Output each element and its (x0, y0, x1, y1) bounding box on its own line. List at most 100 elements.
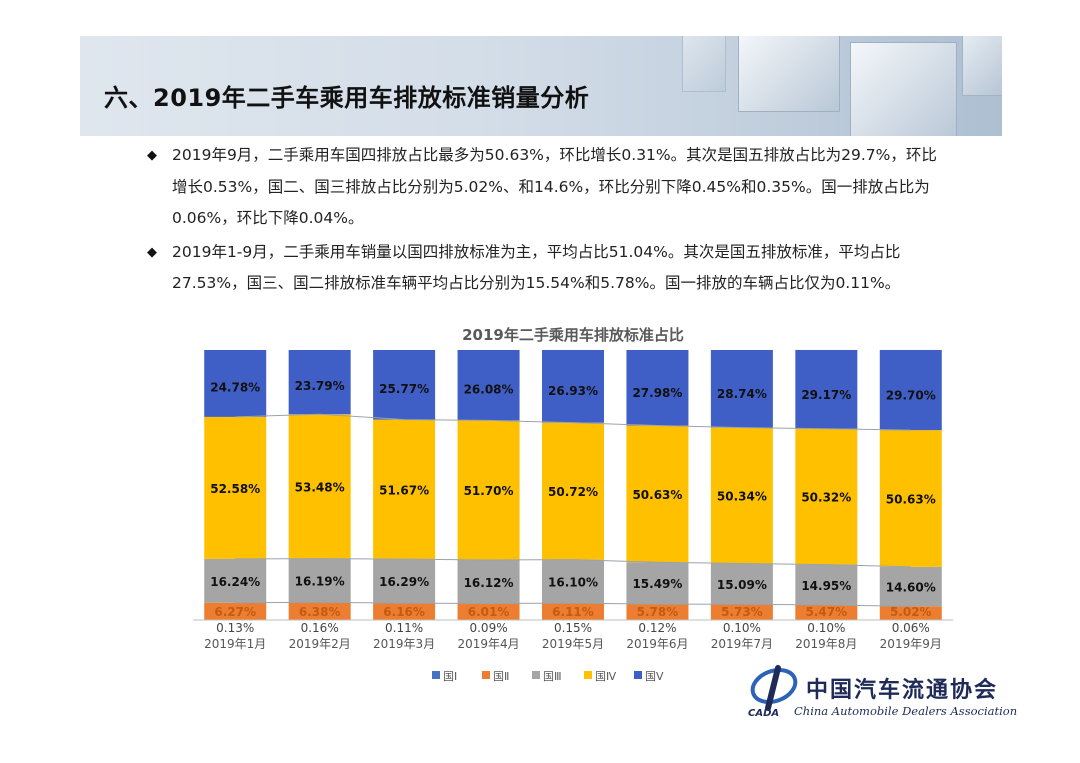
data-label-2-3: 16.12% (464, 576, 514, 590)
data-label-0-5: 0.12% (638, 621, 676, 635)
decor-cube-1 (682, 36, 726, 92)
bar-2-0 (204, 558, 267, 603)
data-label-4-4: 26.93% (548, 384, 598, 398)
bar-1-2 (373, 603, 436, 620)
data-label-1-5: 5.78% (637, 605, 679, 619)
data-label-0-1: 0.16% (301, 621, 339, 635)
data-label-3-1: 53.48% (295, 480, 345, 494)
bar-2-3 (457, 560, 520, 604)
legend-swatch-1 (482, 671, 490, 679)
bar-3-0 (204, 416, 267, 559)
data-label-0-6: 0.10% (723, 621, 761, 635)
bar-2-5 (626, 562, 689, 605)
bullet-text: 2019年1-9月，二手乘用车销量以国四排放标准为主，平均占比51.04%。其次… (172, 242, 901, 293)
decor-cube-4 (962, 36, 1002, 96)
logo-name-en: China Automobile Dealers Association (794, 704, 1018, 718)
bullet-item: ◆ 2019年9月，二手乘用车国四排放占比最多为50.63%，环比增长0.31%… (142, 140, 942, 235)
legend-label-2: 国Ⅲ (543, 670, 562, 683)
data-label-1-0: 6.27% (214, 605, 256, 619)
legend-label-0: 国Ⅰ (443, 670, 457, 683)
bar-2-2 (373, 559, 436, 604)
data-label-1-6: 5.73% (721, 605, 763, 619)
bar-4-2 (373, 350, 436, 420)
data-label-3-8: 50.63% (886, 493, 936, 507)
bullet-list: ◆ 2019年9月，二手乘用车国四排放占比最多为50.63%，环比增长0.31%… (142, 140, 942, 300)
data-label-2-8: 14.60% (886, 581, 936, 595)
legend-swatch-2 (532, 671, 540, 679)
x-tick-label: 2019年1月 (204, 637, 266, 651)
legend-swatch-3 (584, 671, 592, 679)
legend-label-3: 国Ⅳ (595, 670, 617, 683)
bullet-item: ◆ 2019年1-9月，二手乘用车销量以国四排放标准为主，平均占比51.04%。… (142, 237, 942, 300)
data-label-3-0: 52.58% (210, 482, 260, 496)
data-label-0-0: 0.13% (216, 621, 254, 635)
bar-1-7 (795, 604, 858, 620)
legend-swatch-0 (432, 671, 440, 679)
bar-3-2 (373, 419, 436, 560)
bar-4-5 (626, 350, 689, 426)
bar-3-8 (879, 430, 942, 567)
page-title: 六、2019年二手车乘用车排放标准销量分析 (104, 84, 590, 112)
legend-swatch-4 (634, 671, 642, 679)
data-label-4-8: 29.70% (886, 389, 936, 403)
data-label-3-6: 50.34% (717, 490, 767, 504)
data-label-0-3: 0.09% (469, 621, 507, 635)
bar-1-5 (626, 604, 689, 620)
x-tick-label: 2019年2月 (289, 637, 351, 651)
series-boundary-line (235, 413, 911, 431)
series-boundary-line (235, 558, 911, 568)
data-label-3-7: 50.32% (801, 491, 851, 505)
x-tick-label: 2019年7月 (711, 637, 773, 651)
x-tick-label: 2019年9月 (880, 637, 942, 651)
bar-4-4 (542, 349, 604, 423)
data-label-2-0: 16.24% (210, 575, 260, 589)
x-tick-label: 2019年4月 (457, 637, 519, 651)
bar-2-4 (542, 559, 604, 604)
bar-4-8 (879, 349, 942, 431)
x-tick-label: 2019年6月 (626, 637, 688, 651)
logo-name-cn: 中国汽车流通协会 (806, 677, 999, 703)
data-label-4-0: 24.78% (210, 380, 260, 394)
data-label-2-1: 16.19% (295, 574, 345, 588)
data-label-4-1: 23.79% (295, 379, 345, 393)
bar-3-6 (710, 427, 773, 564)
header-banner (80, 36, 1002, 136)
data-label-3-3: 51.70% (464, 484, 514, 498)
bar-1-6 (710, 604, 773, 620)
bar-2-7 (795, 564, 858, 605)
bar-3-7 (795, 428, 858, 565)
bar-3-1 (288, 414, 351, 559)
bar-1-1 (288, 602, 351, 620)
bullet-text: 2019年9月，二手乘用车国四排放占比最多为50.63%，环比增长0.31%。其… (172, 146, 937, 227)
data-label-3-5: 50.63% (632, 488, 682, 502)
bar-4-3 (457, 350, 520, 421)
bar-4-6 (710, 350, 773, 428)
bar-2-1 (288, 558, 351, 603)
decor-cube-2 (738, 36, 840, 112)
data-label-0-4: 0.15% (554, 621, 592, 635)
chart-title: 2019年二手乘用车排放标准占比 (462, 326, 684, 344)
data-label-0-7: 0.10% (807, 621, 845, 635)
data-label-1-7: 5.47% (806, 605, 848, 619)
data-label-3-4: 50.72% (548, 485, 598, 499)
bar-1-0 (204, 602, 267, 620)
data-label-4-2: 25.77% (379, 382, 429, 396)
data-label-1-8: 5.02% (890, 605, 932, 619)
bar-4-7 (795, 349, 858, 429)
data-label-2-6: 15.09% (717, 578, 767, 592)
diamond-bullet-icon: ◆ (147, 244, 157, 260)
x-tick-label: 2019年8月 (795, 637, 857, 651)
bar-3-5 (626, 425, 689, 563)
data-label-2-2: 16.29% (379, 575, 429, 589)
bar-3-3 (457, 420, 520, 561)
bar-4-0 (204, 350, 267, 417)
bar-2-8 (879, 566, 942, 607)
data-label-2-7: 14.95% (801, 579, 851, 593)
data-label-3-2: 51.67% (379, 483, 429, 497)
bar-1-4 (542, 603, 604, 620)
data-label-0-2: 0.11% (385, 621, 423, 635)
data-label-1-1: 6.38% (299, 605, 341, 619)
data-label-4-3: 26.08% (464, 383, 514, 397)
series-boundary-line (235, 601, 911, 607)
